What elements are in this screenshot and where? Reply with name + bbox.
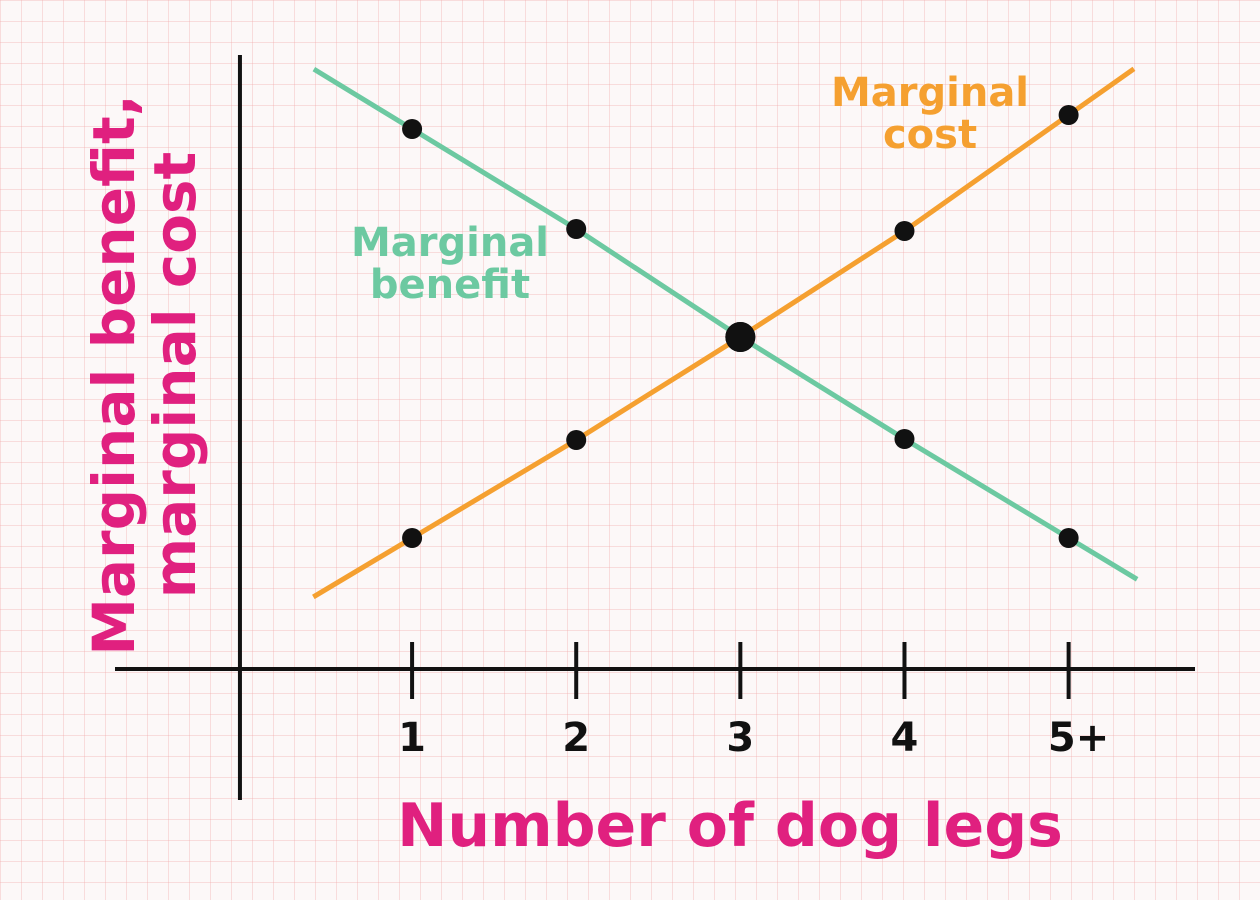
data-point — [894, 429, 915, 449]
data-point — [725, 322, 756, 352]
x-tick-label: 4 — [891, 715, 919, 761]
x-tick-label: 5+ — [1048, 715, 1109, 761]
data-point — [566, 219, 587, 239]
data-point — [1058, 105, 1079, 125]
x-tick-label: 2 — [562, 715, 590, 761]
data-point — [566, 430, 587, 450]
x-tick-label: 1 — [398, 715, 426, 761]
data-point — [894, 221, 915, 241]
x-axis-title: Number of dog legs — [397, 791, 1063, 861]
series-label: Marginal cost — [830, 70, 1030, 158]
data-point — [402, 528, 423, 548]
data-point — [402, 119, 423, 139]
data-point — [1058, 528, 1079, 548]
line-extension — [312, 66, 1136, 600]
y-axis-title: Marginal benefit, marginal cost — [80, 94, 209, 656]
line-extension — [312, 67, 1139, 582]
x-tick-label: 3 — [726, 715, 754, 761]
series-label: Marginal benefit — [350, 220, 550, 308]
